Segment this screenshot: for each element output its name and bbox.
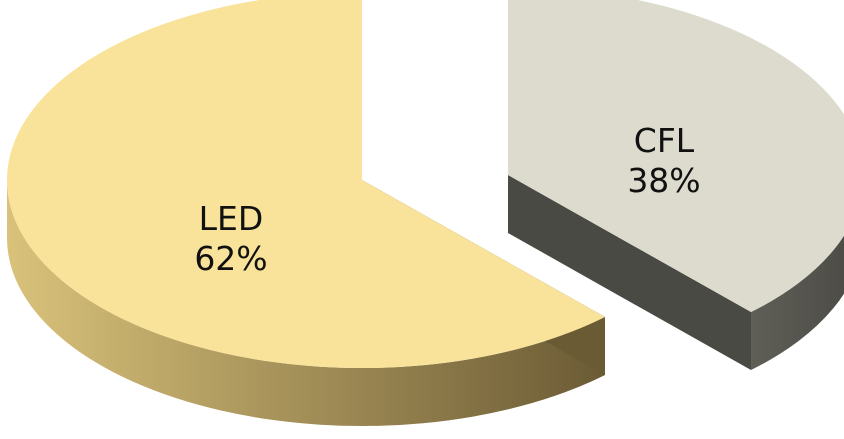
slice-label-led: LED bbox=[199, 199, 264, 238]
pie-slice-cut-cfl bbox=[508, 175, 752, 371]
slice-value-label-cfl: 38% bbox=[627, 161, 700, 200]
pie-slice-cfl bbox=[508, 0, 844, 313]
slice-label-cfl: CFL bbox=[634, 121, 695, 160]
slice-value-label-led: 62% bbox=[194, 239, 267, 278]
pie-slice-led bbox=[7, 0, 606, 368]
pie-slice-side-led bbox=[7, 180, 606, 427]
pie-slice-side-cfl bbox=[751, 235, 844, 371]
